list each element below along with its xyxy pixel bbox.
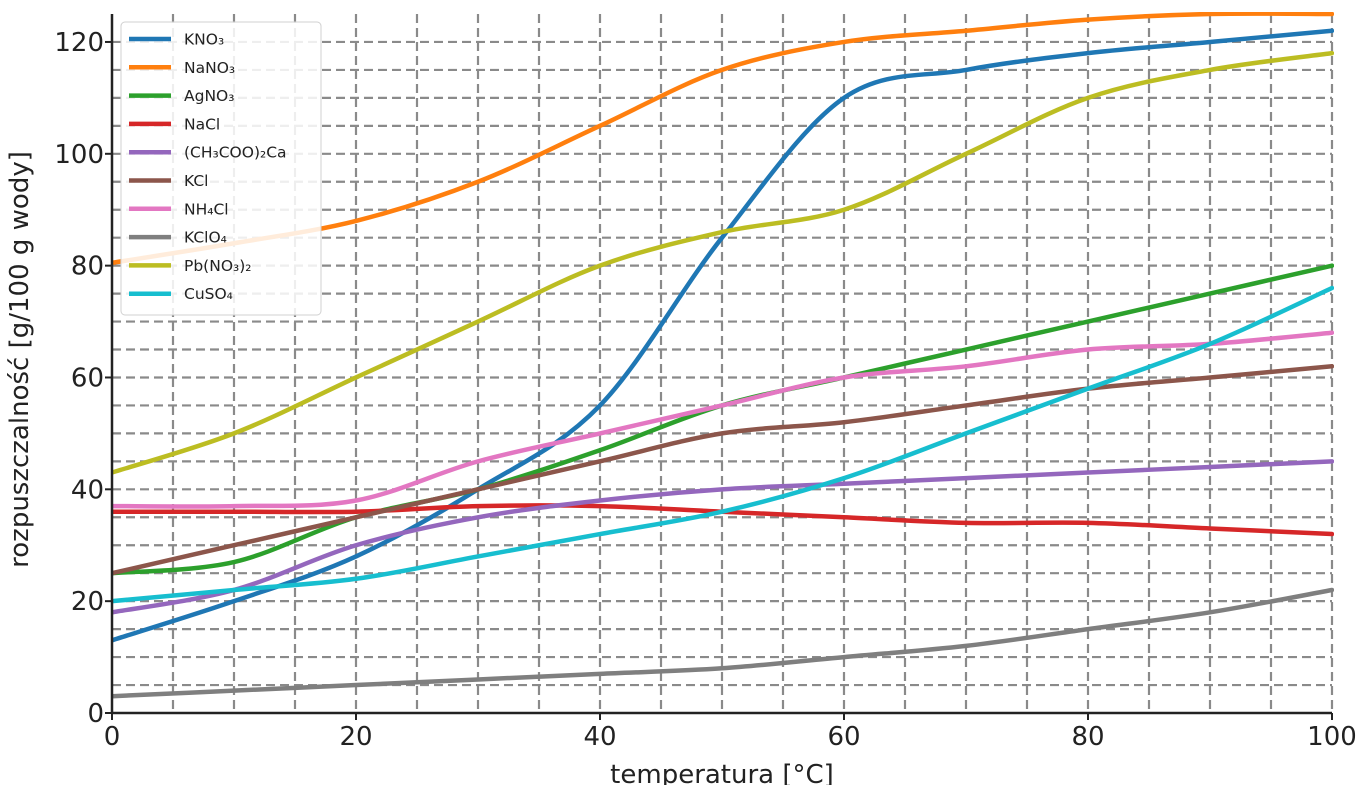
legend-label: Pb(NO₃)₂ (184, 257, 252, 275)
series-line-8 (112, 50, 1334, 475)
legend-label: NaNO₃ (184, 59, 235, 77)
y-tick-label: 0 (87, 699, 104, 729)
legend: KNO₃ NaNO₃ AgNO₃ NaCl (CH₃COO)₂Ca KCl NH₄Cl KCl… (120, 21, 322, 316)
series-line-7 (112, 587, 1334, 699)
y-tick-label: 60 (71, 363, 104, 393)
x-tick-label: 20 (339, 722, 372, 752)
legend-label: AgNO₃ (184, 87, 234, 105)
legend-label: KCl (184, 172, 208, 190)
x-tick-label: 60 (827, 722, 860, 752)
y-tick-label: 120 (54, 28, 104, 58)
x-tick-label: 80 (1071, 722, 1104, 752)
y-tick-label: 40 (71, 475, 104, 505)
x-tick-label: 40 (583, 722, 616, 752)
series-line-6 (112, 330, 1334, 509)
legend-label: NaCl (184, 115, 220, 133)
series-line-4 (112, 459, 1334, 615)
legend-label: KClO₄ (184, 229, 227, 247)
x-tick-label: 100 (1307, 722, 1357, 752)
y-tick-label: 20 (71, 587, 104, 617)
y-tick-label: 80 (71, 252, 104, 282)
y-axis-title: rozpuszczalność [g/100 g wody] (5, 151, 35, 568)
x-ticks: 0 20 40 60 80 100 (104, 713, 1357, 752)
legend-label: (CH₃COO)₂Ca (184, 144, 287, 162)
series-line-5 (112, 364, 1334, 576)
axes (110, 14, 1332, 715)
x-axis-title: temperatura [°C] (610, 760, 834, 785)
series-layer (112, 12, 1334, 699)
legend-label: NH₄Cl (184, 200, 229, 218)
series-line-0 (112, 28, 1334, 643)
y-ticks: 0 20 40 60 80 100 120 (54, 28, 112, 729)
legend-label: KNO₃ (184, 31, 224, 49)
series-line-9 (112, 285, 1334, 604)
y-tick-label: 100 (54, 140, 104, 170)
legend-label: CuSO₄ (184, 285, 233, 303)
x-tick-label: 0 (104, 722, 121, 752)
